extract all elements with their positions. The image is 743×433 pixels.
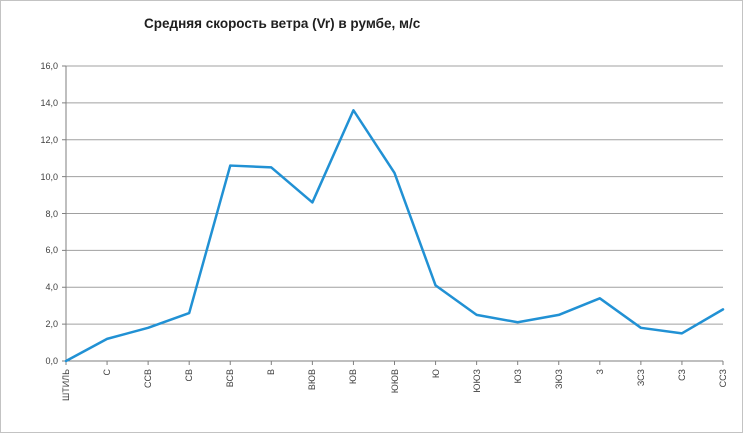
x-tick-label: ЮЮЗ [471,369,482,393]
x-tick-label: ЮЮВ [389,369,400,394]
x-tick-label: СВ [184,369,195,382]
x-tick-label: З [594,369,605,375]
x-tick-label: ЗСЗ [635,369,646,387]
chart-title: Средняя скорость ветра (Vr) в румбе, м/с [144,16,421,31]
y-tick-label: 16,0 [40,61,58,71]
x-tick-label: ЗЮЗ [553,369,564,389]
y-tick-label: 8,0 [45,208,58,219]
x-tick-label: ССЗ [718,369,728,388]
y-tick-label: 0,0 [45,356,58,366]
x-tick-label: Ю [430,369,441,379]
x-tick-label: С [102,369,113,376]
y-tick-label: 6,0 [45,245,58,256]
x-tick-label: ВСВ [225,369,236,388]
y-tick-label: 4,0 [45,282,58,293]
y-tick-label: 10,0 [40,171,58,182]
wind-speed-line [64,109,725,363]
x-tick-label: ВЮВ [307,369,318,391]
y-tick-label: 14,0 [40,97,58,108]
x-tick-label: ЮВ [348,369,359,385]
y-tick-label: 12,0 [40,134,58,145]
x-tick-label: ЮЗ [512,369,523,384]
x-tick-label: ССВ [143,369,154,389]
x-tick-label: СЗ [676,369,687,381]
x-tick-label: В [266,369,277,376]
x-tick-label: ШТИЛЬ [61,369,71,402]
y-tick-label: 2,0 [45,319,58,330]
